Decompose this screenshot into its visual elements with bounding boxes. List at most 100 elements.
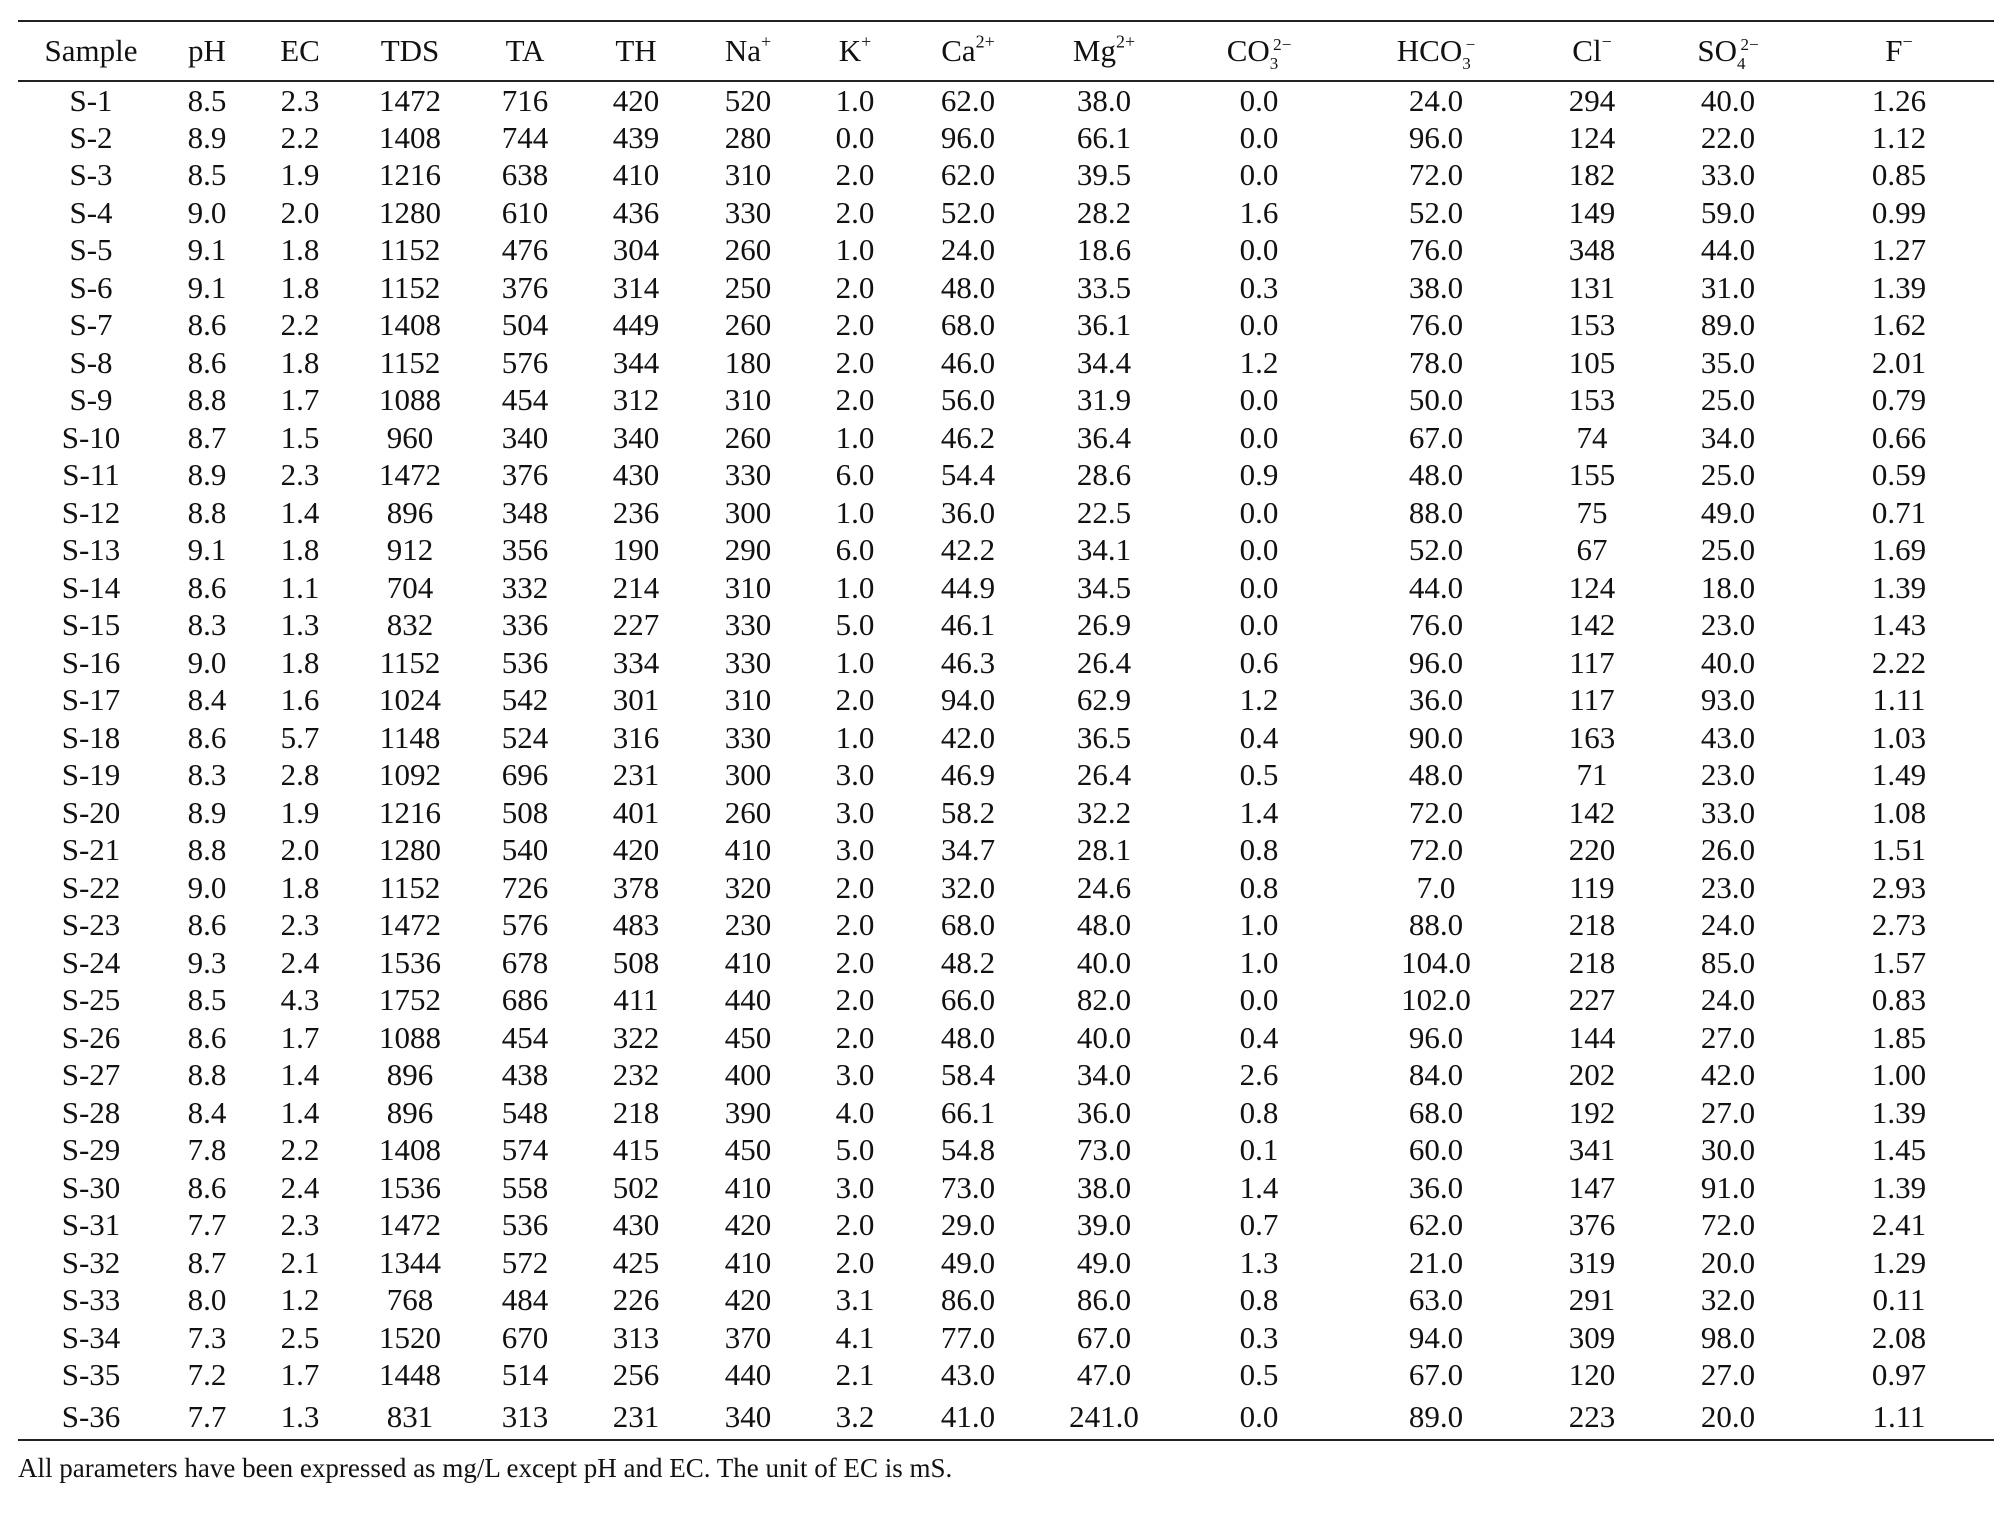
cell-ph: 9.0 [187, 194, 227, 230]
cell-calcium: 56.0 [940, 382, 996, 418]
cell-sample: S-16 [61, 644, 121, 680]
cell-chloride: 71 [1576, 757, 1608, 793]
cell-fluoride: 1.12 [1871, 119, 1927, 155]
table-row: S-2 8.9 2.2 1408 744 439 280 0.0 96.0 66.1 0.0 96.0… [18, 119, 1994, 157]
cell-bicarbonate: 68.0 [1408, 1094, 1464, 1130]
cell-chloride: 147 [1568, 1169, 1616, 1205]
cell-potassium: 5.0 [835, 1132, 875, 1168]
cell-fluoride: 1.03 [1871, 719, 1927, 755]
cell-calcium: 54.4 [940, 457, 996, 493]
cell-sample: S-27 [61, 1057, 121, 1093]
cell-sulfate: 23.0 [1700, 869, 1756, 905]
table-row: S-30 8.6 2.4 1536 558 502 410 3.0 73.0 38.0 1.4 36.… [18, 1169, 1994, 1207]
cell-fluoride: 1.39 [1871, 269, 1927, 305]
cell-ph: 8.7 [187, 1244, 227, 1280]
cell-ec: 1.2 [280, 1282, 320, 1318]
cell-sulfate: 40.0 [1700, 82, 1756, 118]
cell-calcium: 77.0 [940, 1319, 996, 1355]
cell-calcium: 32.0 [940, 869, 996, 905]
cell-tds: 1152 [379, 644, 441, 680]
cell-ec: 1.7 [280, 1357, 320, 1393]
cell-chloride: 149 [1568, 194, 1616, 230]
cell-ta: 716 [501, 82, 549, 118]
cell-ph: 8.8 [187, 832, 227, 868]
cell-ta: 340 [501, 419, 549, 455]
cell-potassium: 2.0 [835, 907, 875, 943]
cell-tds: 1520 [379, 1319, 441, 1355]
cell-sulfate: 44.0 [1700, 232, 1756, 268]
cell-sodium: 390 [724, 1094, 772, 1130]
cell-carbonate: 0.5 [1239, 757, 1279, 793]
cell-sample: S-19 [61, 757, 121, 793]
cell-ec: 1.7 [280, 382, 320, 418]
cell-magnesium: 86.0 [1076, 1282, 1132, 1318]
cell-ec: 2.8 [280, 757, 320, 793]
cell-sulfate: 33.0 [1700, 157, 1756, 193]
table-row: S-26 8.6 1.7 1088 454 322 450 2.0 48.0 40.0 0.4 96.… [18, 1019, 1994, 1057]
cell-ph: 8.9 [187, 457, 227, 493]
table-row: S-11 8.9 2.3 1472 376 430 330 6.0 54.4 28.6 0.9 48.… [18, 456, 1994, 494]
cell-sodium: 400 [724, 1057, 772, 1093]
cell-ta: 638 [501, 157, 549, 193]
header-th: TH [580, 20, 692, 82]
cell-sample: S-33 [61, 1282, 121, 1318]
cell-th: 226 [612, 1282, 660, 1318]
cell-ec: 2.0 [280, 832, 320, 868]
cell-ec: 2.2 [280, 1132, 320, 1168]
cell-tds: 1344 [379, 1244, 441, 1280]
header-carbonate: CO32− [1178, 20, 1340, 82]
cell-fluoride: 2.08 [1871, 1319, 1927, 1355]
cell-bicarbonate: 44.0 [1408, 569, 1464, 605]
cell-bicarbonate: 76.0 [1408, 307, 1464, 343]
cell-th: 430 [612, 457, 660, 493]
cell-fluoride: 0.11 [1872, 1282, 1926, 1318]
table-row: S-6 9.1 1.8 1152 376 314 250 2.0 48.0 33.5 0.3 38.0… [18, 269, 1994, 307]
cell-potassium: 4.1 [835, 1319, 875, 1355]
cell-calcium: 34.7 [940, 832, 996, 868]
cell-bicarbonate: 96.0 [1408, 119, 1464, 155]
cell-potassium: 2.0 [835, 1207, 875, 1243]
cell-calcium: 66.0 [940, 982, 996, 1018]
cell-ta: 313 [470, 1393, 580, 1441]
cell-chloride: 124 [1568, 119, 1616, 155]
cell-fluoride: 0.66 [1871, 419, 1927, 455]
cell-fluoride: 1.00 [1871, 1057, 1927, 1093]
cell-tds: 1408 [379, 119, 441, 155]
cell-carbonate: 0.0 [1239, 494, 1279, 530]
cell-calcium: 46.3 [940, 644, 996, 680]
cell-ec: 1.8 [280, 532, 320, 568]
cell-sodium: 450 [724, 1132, 772, 1168]
document-page: Sample pH EC TDS TA TH Na+ K+ Ca2+ Mg2+ … [18, 20, 1994, 1484]
cell-bicarbonate: 67.0 [1408, 1357, 1464, 1393]
cell-ph: 8.6 [187, 719, 227, 755]
cell-sample: S-24 [61, 944, 121, 980]
cell-potassium: 3.0 [835, 832, 875, 868]
header-ec: EC [250, 20, 350, 82]
cell-fluoride: 0.97 [1871, 1357, 1927, 1393]
cell-th: 449 [612, 307, 660, 343]
cell-calcium: 36.0 [940, 494, 996, 530]
cell-sodium: 410 [724, 944, 772, 980]
cell-carbonate: 1.2 [1239, 344, 1279, 380]
header-bicarbonate: HCO3− [1340, 20, 1532, 82]
cell-sodium: 330 [724, 719, 772, 755]
cell-magnesium: 34.4 [1076, 344, 1132, 380]
cell-sulfate: 35.0 [1700, 344, 1756, 380]
cell-sample: S-28 [61, 1094, 121, 1130]
cell-ph: 9.1 [187, 532, 227, 568]
cell-magnesium: 39.0 [1076, 1207, 1132, 1243]
cell-sulfate: 30.0 [1700, 1132, 1756, 1168]
cell-fluoride: 2.93 [1871, 869, 1927, 905]
cell-sodium: 310 [724, 157, 772, 193]
cell-tds: 1472 [379, 457, 441, 493]
cell-chloride: 75 [1576, 494, 1608, 530]
cell-ph: 8.9 [187, 119, 227, 155]
cell-ph: 8.5 [187, 982, 227, 1018]
cell-sodium: 440 [724, 982, 772, 1018]
cell-ec: 1.8 [280, 232, 320, 268]
table-row: S-29 7.8 2.2 1408 574 415 450 5.0 54.8 73.0 0.1 60.… [18, 1131, 1994, 1169]
cell-ta: 376 [501, 269, 549, 305]
cell-potassium: 4.0 [835, 1094, 875, 1130]
cell-bicarbonate: 88.0 [1408, 494, 1464, 530]
cell-ta: 686 [501, 982, 549, 1018]
